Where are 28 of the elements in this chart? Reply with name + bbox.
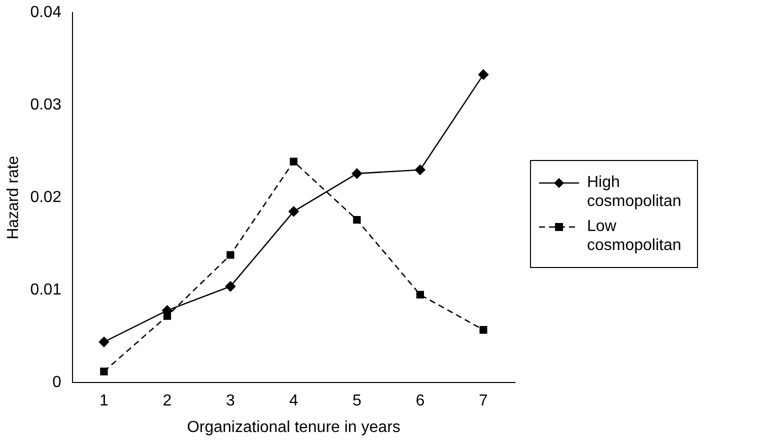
x-tick-label: 2 xyxy=(162,392,172,410)
x-tick-label: 6 xyxy=(416,392,425,410)
legend-label: Low cosmopolitan xyxy=(587,217,682,255)
x-axis-title: Organizational tenure in years xyxy=(186,418,400,436)
point xyxy=(226,251,234,259)
x-tick-label: 1 xyxy=(100,392,109,410)
point xyxy=(225,281,236,292)
legend-label: High cosmopolitan xyxy=(587,173,682,211)
point xyxy=(480,326,488,334)
point xyxy=(352,168,362,179)
y-tick-label: 0.03 xyxy=(30,96,62,114)
point xyxy=(478,69,489,80)
y-axis-title: Hazard rate xyxy=(5,156,22,240)
y-tick-label: 0.02 xyxy=(30,189,62,206)
point xyxy=(414,164,426,175)
x-tick-label: 3 xyxy=(226,392,235,410)
y-tick-label: 0.04 xyxy=(30,4,62,22)
point xyxy=(100,368,108,376)
y-tick-label: 0 xyxy=(52,374,62,392)
x-tick-label: 5 xyxy=(352,392,362,410)
point xyxy=(98,336,110,348)
x-tick-label: 4 xyxy=(289,392,298,410)
point xyxy=(290,158,298,166)
point xyxy=(416,290,424,299)
x-tick-label: 7 xyxy=(478,392,488,410)
point xyxy=(288,206,299,217)
point xyxy=(353,216,361,224)
y-tick-label: 0.01 xyxy=(30,282,62,299)
